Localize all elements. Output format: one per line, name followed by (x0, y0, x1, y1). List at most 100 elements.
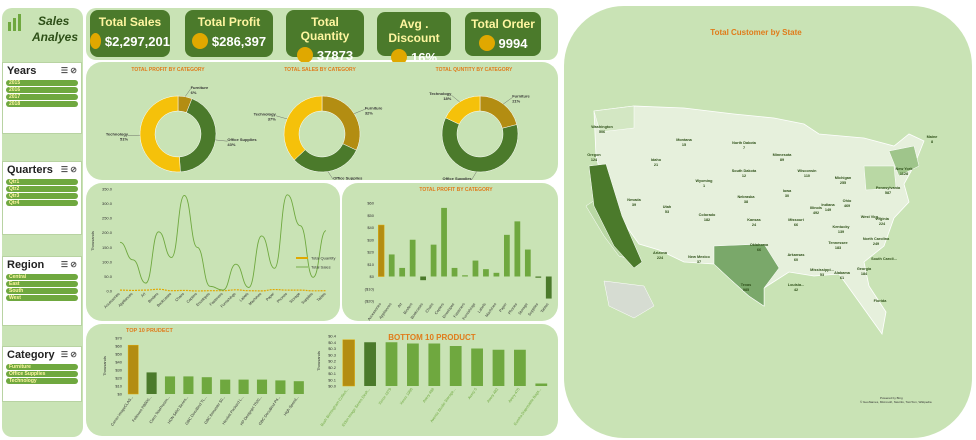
y-tick-label: 300.0 (102, 201, 113, 206)
slicer-item[interactable]: Qtr2 (6, 186, 78, 192)
slicer-item[interactable]: East (6, 281, 78, 287)
x-tick-label: Storage (289, 292, 301, 304)
years-slicer-title: Years (7, 65, 37, 77)
years-slicer[interactable]: Years ☰ ⊘ 2015 2016 2017 2018 (2, 62, 82, 134)
x-tick-label: Binders (147, 292, 159, 304)
slicer-item[interactable]: Furniture (6, 364, 78, 370)
slicer-item[interactable]: Central (6, 274, 78, 280)
state-value: 249 (873, 242, 879, 246)
x-tick-label: Tables (540, 302, 550, 313)
state-label: Michigan (835, 176, 852, 180)
x-tick-label: Art (397, 302, 404, 309)
coins-growth-icon (191, 33, 208, 49)
region-slicer[interactable]: Region ☰ ⊘ Central East South West (2, 256, 82, 326)
bar (428, 343, 441, 386)
filter-clear-icon[interactable]: ☰ ⊘ (60, 260, 77, 269)
bar (420, 276, 426, 281)
chart-title: TOTAL PROFIT BY CATEGORY (131, 67, 205, 73)
bar (514, 349, 526, 386)
slicer-item[interactable]: Technology (6, 378, 78, 384)
state-label: Nebraska (737, 195, 755, 199)
x-tick-label: Avery 498 (422, 387, 435, 403)
slicer-item[interactable]: South (6, 288, 78, 294)
y-tick-label: 0.0 (106, 289, 112, 294)
donut-label: 21% (512, 99, 520, 104)
kpi-title: Total Profit (197, 15, 261, 29)
leader-line (471, 171, 477, 180)
sales-quantity-line-chart: 350.0 300.0 250.0 200.0 150.0 100.0 50.0 0.0 Tho… (90, 187, 335, 310)
bar (471, 348, 483, 386)
x-tick-label: Supplies (527, 302, 539, 316)
bar (535, 276, 542, 278)
bar (504, 234, 510, 277)
slicer-item[interactable]: 2015 (6, 80, 78, 86)
bar (146, 372, 157, 394)
state-value: 21 (654, 163, 658, 167)
order-clipboard-icon (478, 35, 495, 51)
y-tick-label: $0.4 (328, 340, 337, 345)
kpi-title: Total Order (471, 17, 535, 31)
state-label: Kansas (747, 218, 761, 222)
donut-label: 32% (365, 110, 373, 115)
filter-clear-icon[interactable]: ☰ ⊘ (60, 350, 77, 359)
filter-clear-icon[interactable]: ☰ ⊘ (60, 66, 77, 75)
slicer-item[interactable]: Qtr4 (6, 200, 78, 206)
leader-line (354, 109, 365, 114)
y-axis-label: Thousands (102, 356, 107, 376)
y-tick-label: 50.0 (104, 274, 113, 279)
donut-label: Furniture (512, 94, 530, 99)
legend-label: Total Quantity (311, 256, 335, 261)
kpi-card: Avg . Discount 16% (377, 12, 451, 65)
slicer-item[interactable]: West (6, 295, 78, 301)
slicer-item[interactable]: Office Supplies (6, 371, 78, 377)
series-line (119, 288, 327, 292)
state-value: 469 (844, 204, 850, 208)
y-tick-label: $0.1 (328, 371, 337, 376)
x-tick-label: Labels (477, 302, 487, 314)
donut-label: Office Supplies (227, 137, 257, 142)
y-tick-label: 100.0 (102, 259, 113, 264)
x-tick-label: Copiers (434, 302, 445, 315)
slicer-item[interactable]: 2017 (6, 94, 78, 100)
quarters-slicer[interactable]: Quarters ☰ ⊘ Qtr1 Qtr2 Qtr3 Qtr4 (2, 161, 82, 235)
series-line (119, 194, 327, 291)
state-value: 38 (744, 200, 748, 204)
app-title-line1: Sales (38, 14, 70, 28)
state-value: 8 (931, 140, 933, 144)
kpi-card: Total Sales $2,297,201 (90, 10, 170, 57)
y-tick-label: ($20) (365, 299, 375, 304)
bar (201, 377, 212, 394)
slicer-item[interactable]: 2016 (6, 87, 78, 93)
state-label: Louisia... (788, 283, 804, 287)
state-value: 184 (861, 272, 868, 276)
slicer-item[interactable]: Qtr3 (6, 193, 78, 199)
state-label: Wyoming (695, 179, 713, 183)
state-label: Idaho (651, 158, 662, 162)
state-value: 66 (794, 223, 798, 227)
bar (238, 379, 249, 394)
x-tick-label: Paper (499, 302, 509, 313)
profit-chart-panel (342, 183, 558, 321)
x-tick-label: Avery 475 (508, 387, 521, 403)
discount-tag-icon (390, 49, 407, 65)
kpi-title: Total Sales (98, 15, 162, 29)
state-label: Missouri (788, 218, 804, 222)
state-label: South Dakota (732, 169, 757, 173)
state-label: Florida (874, 299, 888, 303)
x-tick-label: Tables (316, 292, 327, 303)
slicer-item[interactable]: Qtr1 (6, 179, 78, 185)
state-value: 66 (757, 248, 761, 252)
y-tick-label: 150.0 (102, 245, 113, 250)
state-value: 182 (704, 218, 710, 222)
category-slicer[interactable]: Category ☰ ⊘ Furniture Office Supplies Te… (2, 346, 82, 402)
donut-label: Office Supplies (443, 176, 473, 180)
slicer-item[interactable]: 2018 (6, 101, 78, 107)
state-value: 15 (682, 143, 686, 147)
x-tick-label: Xerox 1986 (399, 387, 413, 405)
y-tick-label: $60 (367, 201, 374, 206)
donut-slice (139, 95, 181, 173)
filter-clear-icon[interactable]: ☰ ⊘ (60, 165, 77, 174)
y-tick-label: $0 (370, 274, 375, 279)
kpi-value: 9994 (498, 35, 528, 51)
